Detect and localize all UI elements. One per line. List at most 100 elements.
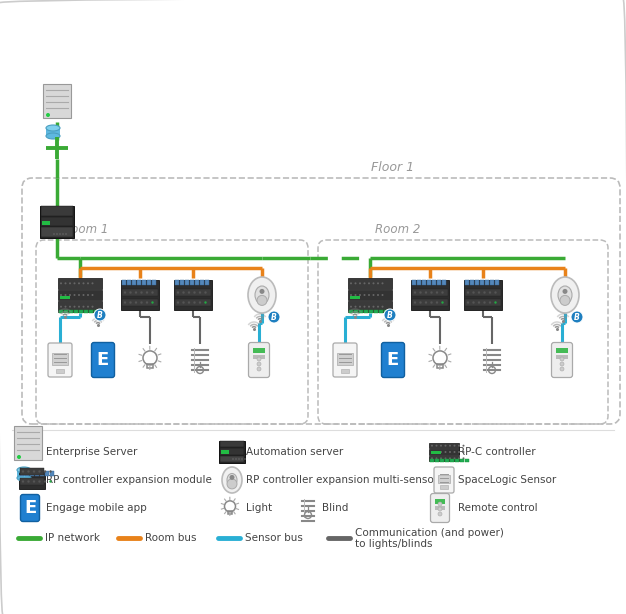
- Circle shape: [60, 282, 62, 284]
- Circle shape: [204, 301, 207, 304]
- Circle shape: [56, 233, 58, 235]
- Bar: [147, 280, 151, 285]
- Bar: [427, 280, 431, 285]
- Bar: [480, 280, 484, 285]
- Bar: [432, 280, 436, 285]
- Circle shape: [241, 458, 243, 460]
- Circle shape: [53, 233, 55, 235]
- Circle shape: [436, 301, 438, 304]
- Bar: [152, 280, 156, 285]
- Bar: [422, 280, 426, 285]
- Bar: [190, 280, 194, 285]
- Circle shape: [472, 301, 475, 304]
- Circle shape: [372, 294, 374, 296]
- Ellipse shape: [255, 286, 269, 304]
- Bar: [220, 441, 244, 448]
- Circle shape: [260, 289, 265, 294]
- Circle shape: [177, 301, 179, 304]
- Circle shape: [495, 291, 496, 293]
- Text: IP network: IP network: [45, 533, 100, 543]
- Circle shape: [235, 458, 237, 460]
- Bar: [437, 280, 441, 285]
- Circle shape: [368, 294, 370, 296]
- Circle shape: [441, 301, 444, 304]
- Circle shape: [188, 291, 190, 293]
- Bar: [35, 471, 39, 476]
- Circle shape: [124, 291, 126, 293]
- FancyBboxPatch shape: [333, 343, 357, 377]
- Circle shape: [467, 301, 470, 304]
- Circle shape: [227, 479, 237, 489]
- Circle shape: [83, 306, 85, 308]
- Circle shape: [78, 294, 80, 296]
- Circle shape: [151, 301, 154, 304]
- Circle shape: [563, 289, 568, 294]
- Circle shape: [372, 282, 374, 284]
- Circle shape: [463, 457, 464, 459]
- Text: SpaceLogic Sensor: SpaceLogic Sensor: [458, 475, 557, 485]
- Circle shape: [453, 445, 456, 446]
- Circle shape: [478, 291, 480, 293]
- Bar: [348, 290, 392, 300]
- Bar: [142, 280, 146, 285]
- Circle shape: [381, 294, 384, 296]
- Circle shape: [49, 470, 52, 473]
- Circle shape: [230, 475, 235, 480]
- Bar: [354, 310, 358, 313]
- Circle shape: [38, 470, 41, 473]
- Circle shape: [44, 480, 46, 483]
- Circle shape: [354, 306, 356, 308]
- Ellipse shape: [17, 475, 31, 481]
- Bar: [56, 369, 64, 373]
- Circle shape: [381, 306, 384, 308]
- Text: E: E: [24, 499, 36, 517]
- Circle shape: [130, 301, 131, 304]
- Circle shape: [182, 291, 185, 293]
- Ellipse shape: [227, 473, 237, 486]
- Circle shape: [381, 282, 384, 284]
- Circle shape: [483, 291, 486, 293]
- Circle shape: [425, 291, 427, 293]
- Bar: [384, 310, 388, 313]
- FancyBboxPatch shape: [249, 343, 270, 378]
- Bar: [41, 227, 73, 237]
- Bar: [200, 280, 204, 285]
- Circle shape: [257, 362, 261, 366]
- Bar: [121, 280, 159, 310]
- Circle shape: [177, 291, 179, 293]
- Circle shape: [414, 301, 416, 304]
- Circle shape: [489, 291, 491, 293]
- Bar: [349, 310, 353, 313]
- Bar: [205, 280, 209, 285]
- Text: E: E: [387, 351, 399, 369]
- Bar: [470, 280, 474, 285]
- Text: Room 2: Room 2: [376, 223, 421, 236]
- Circle shape: [444, 457, 446, 459]
- Text: Sensor bus: Sensor bus: [245, 533, 303, 543]
- Bar: [465, 459, 469, 462]
- Ellipse shape: [17, 467, 31, 473]
- Bar: [556, 348, 568, 353]
- Circle shape: [472, 291, 475, 293]
- Circle shape: [33, 480, 35, 483]
- Bar: [431, 451, 441, 454]
- Circle shape: [419, 291, 422, 293]
- Circle shape: [83, 282, 85, 284]
- Text: RP controller expansion multi-sensor: RP controller expansion multi-sensor: [246, 475, 438, 485]
- Bar: [411, 280, 449, 310]
- Circle shape: [364, 294, 366, 296]
- Circle shape: [60, 294, 62, 296]
- Circle shape: [257, 367, 261, 371]
- Circle shape: [28, 470, 29, 473]
- Circle shape: [438, 502, 442, 506]
- Bar: [20, 468, 44, 475]
- Bar: [412, 289, 448, 296]
- Bar: [220, 456, 244, 462]
- Circle shape: [377, 282, 379, 284]
- Bar: [364, 310, 368, 313]
- Bar: [42, 221, 50, 225]
- Bar: [359, 310, 363, 313]
- Text: Floor 1: Floor 1: [371, 161, 414, 174]
- Bar: [485, 280, 489, 285]
- Circle shape: [130, 291, 131, 293]
